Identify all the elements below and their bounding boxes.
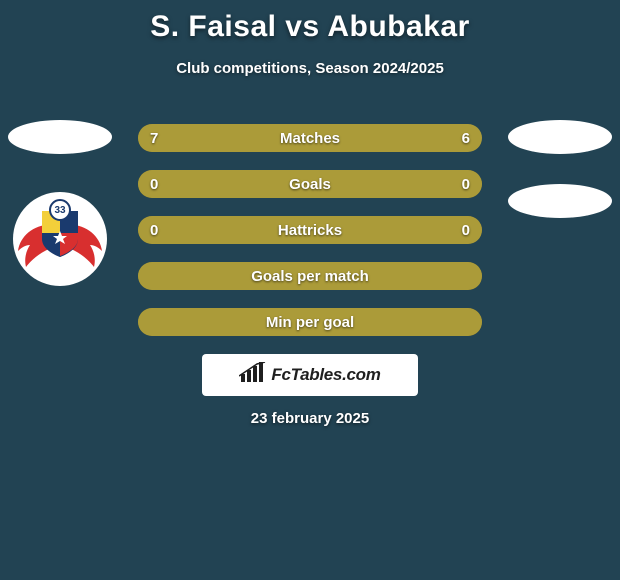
player-right-club-placeholder xyxy=(508,184,612,218)
stat-row: Min per goal xyxy=(138,308,482,336)
stat-row: 00Hattricks xyxy=(138,216,482,244)
player-left-club-badge: 33 xyxy=(13,192,107,286)
club-badge-graphic: 33 xyxy=(24,203,96,275)
brand-attribution: FcTables.com xyxy=(202,354,418,396)
stat-right-value: 0 xyxy=(462,216,470,244)
stat-bar-bg xyxy=(138,262,482,290)
stat-right-value: 0 xyxy=(462,170,470,198)
player-left-flag-placeholder xyxy=(8,120,112,154)
stat-bar-bg xyxy=(138,308,482,336)
right-badge-column xyxy=(508,120,612,218)
player-right-flag-placeholder xyxy=(508,120,612,154)
stat-row: 76Matches xyxy=(138,124,482,152)
left-badge-column: 33 xyxy=(8,120,112,286)
stat-bar-bg xyxy=(138,124,482,152)
stat-left-value: 0 xyxy=(150,170,158,198)
stat-row: 00Goals xyxy=(138,170,482,198)
page-subtitle: Club competitions, Season 2024/2025 xyxy=(0,60,620,77)
stat-row: Goals per match xyxy=(138,262,482,290)
page-title: S. Faisal vs Abubakar xyxy=(0,0,620,44)
brand-text: FcTables.com xyxy=(271,365,380,385)
stat-left-value: 7 xyxy=(150,124,158,152)
stat-bar-bg xyxy=(138,216,482,244)
club-badge-number: 33 xyxy=(49,199,71,221)
bar-chart-icon xyxy=(239,362,267,389)
stat-bar-bg xyxy=(138,170,482,198)
date-label: 23 february 2025 xyxy=(0,410,620,427)
stat-right-value: 6 xyxy=(462,124,470,152)
stats-container: 76Matches00Goals00HattricksGoals per mat… xyxy=(138,124,482,336)
stat-left-value: 0 xyxy=(150,216,158,244)
